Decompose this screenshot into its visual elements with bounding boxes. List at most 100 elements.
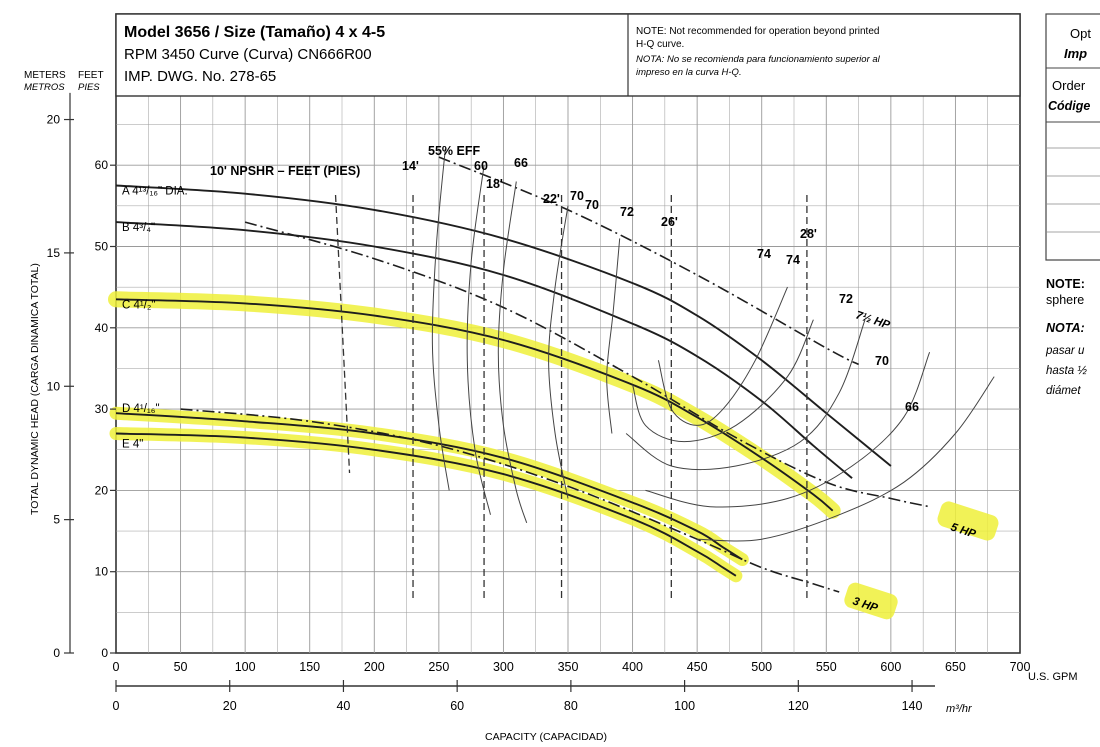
meters-label: METERS [24,70,66,81]
side-imp: Imp [1064,46,1087,61]
y-tick-feet: 20 [95,483,109,497]
side-nota: NOTA: [1046,321,1085,335]
efficiency-line [632,319,814,443]
metros-label: METROS [24,82,65,93]
y-tick-feet: 30 [95,402,109,416]
side-nota-2: pasar u [1045,345,1085,357]
npsh-lines [334,194,808,600]
efficiency-label: 74 [757,247,771,261]
model-line: Model 3656 / Size (Tamaño) 4 x 4-5 [124,24,385,41]
efficiency-label: 70 [570,189,584,203]
y-tick-meter: 20 [47,113,61,127]
efficiency-line [548,205,569,499]
efficiency-label: 72 [839,292,853,306]
imp-line: IMP. DWG. No. 278-65 [124,68,276,85]
side-order: Order [1052,78,1086,93]
x-tick-gpm: 100 [235,660,256,674]
side-nota-4: diámet [1046,385,1081,397]
y-tick-feet: 40 [95,321,109,335]
feet-label: FEET [78,70,104,81]
x-tick-m3hr: 60 [450,699,464,713]
m3hr-unit: m³/hr [946,703,973,715]
npsh-label: 18' [486,177,503,191]
npsh-label: 28' [800,227,817,241]
tick-labels: 0 50 100 150 200 250 300 350 400 450 500 550 600 650 7… [47,92,1031,713]
impeller-label: D 4¹/₁₆" [122,403,160,415]
note-es: NOTA: No se recomienda para funcionamien… [636,54,881,65]
x-tick-m3hr: 40 [336,699,350,713]
efficiency-line [431,148,450,491]
note-en-2: H-Q curve. [636,39,684,50]
efficiency-label: 55% EFF [428,144,480,158]
side-note-2: sphere [1046,293,1084,307]
efficiency-label: 70 [585,198,599,212]
hp-lines [180,156,930,593]
side-table [1045,13,1100,261]
y-tick-meter: 10 [47,379,61,393]
x-tick-gpm: 400 [622,660,643,674]
npsh-label: 22' [543,192,560,206]
efficiency-line [645,352,931,508]
efficiency-lines [431,148,995,542]
x-tick-gpm: 550 [816,660,837,674]
side-opt: Opt [1070,26,1091,41]
x-tick-gpm: 300 [493,660,514,674]
efficiency-line [697,376,995,542]
x-tick-gpm: 150 [299,660,320,674]
impeller-label: E 4" [122,438,143,450]
note-en: NOTE: Not recommended for operation beyo… [636,26,879,37]
npsh-label: 14' [402,159,419,173]
x-tick-gpm: 700 [1010,660,1031,674]
x-tick-m3hr: 20 [223,699,237,713]
x-tick-gpm: 450 [687,660,708,674]
efficiency-label: 66 [514,156,528,170]
efficiency-line [657,286,788,426]
npsh-label: 10' NPSHR – FEET (PIES) [210,164,360,178]
impeller-curve [115,221,853,479]
impeller-label: A 4¹³/₁₆" DIA. [122,186,188,198]
x-tick-m3hr: 100 [674,699,695,713]
x-tick-m3hr: 140 [902,699,923,713]
efficiency-line [466,165,491,515]
y-tick-meter: 0 [53,646,60,660]
hp-line [244,221,930,508]
x-tick-m3hr: 80 [564,699,578,713]
y-tick-feet: 50 [95,240,109,254]
y-tick-feet: 60 [95,158,109,172]
note-es-2: impreso en la curva H-Q. [636,67,742,78]
gpm-unit: U.S. GPM [1028,671,1078,683]
pies-label: PIES [78,82,100,93]
x-tick-gpm: 50 [174,660,188,674]
npsh-label: 26' [661,215,678,229]
header-box [115,13,1021,97]
efficiency-label: 70 [875,354,889,368]
x-tick-m3hr: 120 [788,699,809,713]
x-tick-gpm: 250 [428,660,449,674]
x-tick-gpm: 350 [558,660,579,674]
side-codigo: Códige [1048,99,1090,113]
y-tick-meter: 15 [47,246,61,260]
x-axis-label: CAPACITY (CAPACIDAD) [485,731,607,743]
efficiency-line [606,238,621,434]
highlight-5hp [937,501,999,541]
efficiency-label: 72 [620,205,634,219]
npsh-line [334,194,351,474]
efficiency-line [625,319,866,471]
x-tick-gpm: 500 [751,660,772,674]
impeller-label: B 4³/₄" [122,222,155,234]
efficiency-label: 60 [474,159,488,173]
side-note: NOTE: [1046,277,1085,291]
y-axis-label: TOTAL DYNAMIC HEAD (CARGA DINAMICA TOTAL… [29,263,41,515]
efficiency-label: 74 [786,253,800,267]
x-tick-m3hr: 0 [113,699,120,713]
y-tick-feet: 10 [95,565,109,579]
x-tick-gpm: 0 [113,660,120,674]
y-tick-feet: 0 [101,646,108,660]
x-tick-gpm: 200 [364,660,385,674]
highlight-3hp [844,582,898,620]
y-tick-meter: 5 [53,513,60,527]
impeller-label: C 4¹/₂" [122,299,155,311]
impeller-curve [115,432,737,577]
x-tick-gpm: 600 [880,660,901,674]
